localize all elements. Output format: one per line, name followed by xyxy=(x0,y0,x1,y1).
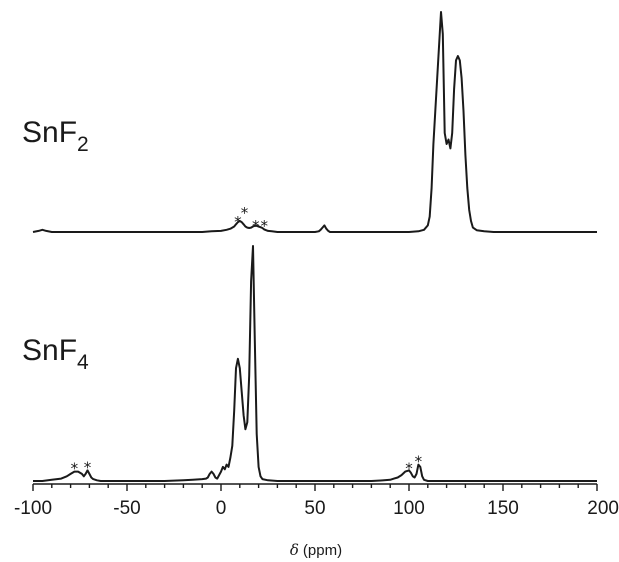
x-tick-label: -50 xyxy=(113,498,140,519)
sideband-marker: * xyxy=(415,453,423,471)
x-tick-label: 150 xyxy=(487,498,519,519)
sideband-marker: * xyxy=(234,213,242,231)
sample-label-base: SnF xyxy=(22,334,77,367)
sample-label-1: SnF2 xyxy=(22,116,89,156)
x-axis-label: δ (ppm) xyxy=(290,541,342,559)
sideband-marker: * xyxy=(84,459,92,477)
spectrum-trace-2 xyxy=(33,245,597,482)
sideband-marker: * xyxy=(241,204,249,222)
sideband-marker: * xyxy=(260,217,268,235)
x-tick-label: 0 xyxy=(216,498,227,519)
x-tick-label: 50 xyxy=(304,498,325,519)
sample-label-2: SnF4 xyxy=(22,334,89,374)
spinning-sideband-markers: * ** ** * * * xyxy=(71,204,423,478)
x-tick-label: -100 xyxy=(14,498,52,519)
x-tick-label: 100 xyxy=(393,498,425,519)
sideband-marker: * xyxy=(405,460,413,478)
x-axis-label-unit: (ppm) xyxy=(303,542,342,559)
sideband-marker: * xyxy=(71,460,79,478)
sideband-marker: * xyxy=(252,217,260,235)
x-tick-label: 200 xyxy=(587,498,619,519)
x-axis: -100 -50 0 50 100 150 200 xyxy=(14,483,619,519)
sample-label-base: SnF xyxy=(22,116,77,149)
sample-label-subscript: 2 xyxy=(77,133,89,156)
sample-label-subscript: 4 xyxy=(77,351,89,374)
spectrum-trace-1 xyxy=(32,11,597,233)
x-axis-label-symbol: δ xyxy=(290,541,299,559)
spectra-traces xyxy=(32,11,597,482)
